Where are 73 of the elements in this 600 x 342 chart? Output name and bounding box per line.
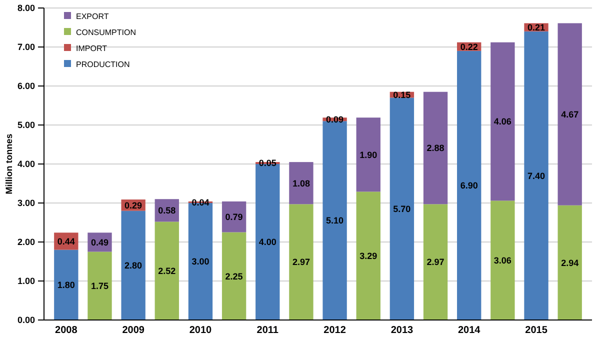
y-tick-label: 6.00 xyxy=(17,80,35,91)
data-label: 1.80 xyxy=(57,280,75,290)
data-label: 0.04 xyxy=(192,197,210,208)
x-tick-label: 2014 xyxy=(458,325,481,336)
x-tick-label: 2015 xyxy=(525,325,548,336)
data-label: 0.29 xyxy=(124,200,142,210)
legend-label: IMPORT xyxy=(76,44,108,53)
legend-label: PRODUCTION xyxy=(76,60,130,69)
bar xyxy=(558,205,582,320)
data-label: 0.58 xyxy=(158,206,176,216)
bar xyxy=(88,252,112,320)
data-label: 0.22 xyxy=(460,42,478,52)
data-label: 2.25 xyxy=(225,271,243,282)
data-label: 3.29 xyxy=(360,250,378,261)
bar xyxy=(390,98,414,320)
data-label: 2.88 xyxy=(426,143,444,154)
x-tick-label: 2013 xyxy=(390,325,414,336)
x-tick-label: 2011 xyxy=(256,325,279,336)
data-label: 2.97 xyxy=(426,257,444,268)
x-tick-label: 2008 xyxy=(55,325,78,336)
data-label: 3.00 xyxy=(192,256,210,267)
data-label: 1.90 xyxy=(360,150,378,160)
x-tick-label: 2010 xyxy=(189,325,212,336)
bar xyxy=(524,31,548,320)
y-tick-label: 3.00 xyxy=(17,198,35,208)
bar xyxy=(423,92,448,204)
y-tick-label: 0.00 xyxy=(17,314,35,325)
bar xyxy=(457,50,482,320)
x-tick-label: 2012 xyxy=(324,325,346,336)
data-label: 0.79 xyxy=(225,212,243,222)
data-label: 2.80 xyxy=(124,260,142,271)
data-label: 7.40 xyxy=(527,170,546,181)
bar xyxy=(121,210,146,320)
bar xyxy=(289,162,314,204)
y-tick-label: 7.00 xyxy=(17,42,35,52)
y-tick-label: 5.00 xyxy=(17,120,35,130)
bar xyxy=(356,192,380,320)
bar xyxy=(222,232,246,320)
y-tick-label: 4.00 xyxy=(17,158,35,169)
bar xyxy=(154,222,179,320)
bar xyxy=(289,204,314,320)
y-tick-label: 2.00 xyxy=(17,236,35,247)
data-label: 1.75 xyxy=(90,281,109,292)
bar xyxy=(423,204,448,320)
y-tick-label: 1.00 xyxy=(17,276,35,286)
legend-label: CONSUMPTION xyxy=(76,28,136,37)
data-label: 0.15 xyxy=(393,90,411,100)
bar xyxy=(54,250,78,320)
data-label: 0.44 xyxy=(57,236,75,246)
data-label: 1.08 xyxy=(292,178,310,188)
data-label: 4.00 xyxy=(258,237,276,248)
bar xyxy=(490,200,515,320)
data-label: 4.06 xyxy=(494,116,512,127)
bar xyxy=(322,121,347,320)
data-label: 5.10 xyxy=(326,216,344,226)
bar xyxy=(222,201,246,232)
data-label: 5.70 xyxy=(393,204,411,214)
legend-label: EXPORT xyxy=(76,12,109,21)
data-label: 2.52 xyxy=(158,266,176,276)
data-label: 3.06 xyxy=(494,255,512,266)
bar xyxy=(558,23,582,206)
data-label: 0.49 xyxy=(90,237,109,248)
data-label: 0.05 xyxy=(258,158,276,168)
data-label: 6.90 xyxy=(460,180,478,191)
data-label: 0.21 xyxy=(527,22,546,32)
data-label: 2.97 xyxy=(292,257,310,268)
y-axis-title: Million tonnes xyxy=(4,134,14,194)
bar xyxy=(490,42,515,201)
data-label: 2.94 xyxy=(561,258,579,268)
x-tick-label: 2009 xyxy=(122,325,145,336)
bar xyxy=(356,118,380,192)
y-tick-label: 8.00 xyxy=(17,2,35,13)
data-label: 4.67 xyxy=(561,109,579,120)
